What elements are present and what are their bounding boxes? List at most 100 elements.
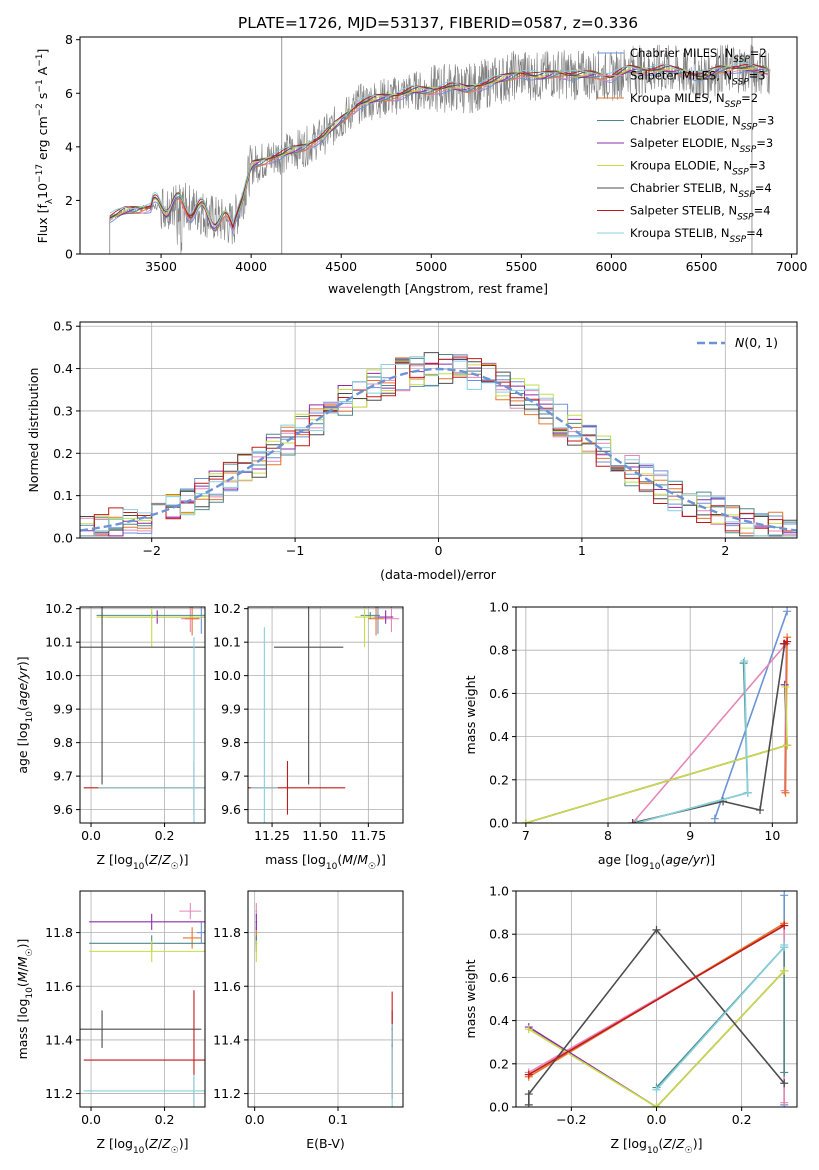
legend-entry-part: Salpeter ELODIE, N: [630, 136, 740, 150]
age_vs_mass-xlabel-part: M: [342, 852, 353, 867]
spectrum-ytick-label: 4: [65, 139, 73, 154]
mass_vs_ebv-axes: [248, 891, 403, 1107]
legend-entry-part: Salpeter MILES, N: [630, 69, 732, 83]
legend-entry: Chabrier STELIB, NSSP=4: [630, 181, 772, 200]
mass_vs_z-plot-area: [80, 903, 205, 1107]
spectrum-xtick-label: 5500: [505, 259, 537, 274]
legend-entry-part: Chabrier ELODIE, N: [630, 114, 741, 128]
residuals-xlabel: (data-model)/error: [380, 567, 497, 582]
mass_vs_z-ylabel-part: M: [15, 971, 30, 982]
residuals-plot-area: [80, 352, 797, 537]
residuals-ytick-label: 0.5: [53, 319, 73, 334]
residuals-ylabel-part: Normed distribution: [26, 368, 41, 493]
residuals-ytick-label: 0.3: [53, 403, 73, 418]
mass_vs_z-xlabel-part: Z: [148, 1136, 158, 1151]
weight-marker: [652, 1085, 661, 1094]
residual-histogram: [80, 358, 797, 537]
spectrum-model-line: [109, 62, 770, 227]
weight-marker: [652, 925, 661, 934]
residuals-axes: [80, 322, 797, 539]
spectrum-xtick-label: 4500: [325, 259, 357, 274]
mass_vs_z-xlabel-part: (: [144, 1136, 149, 1151]
residuals-ytick-label: 0.4: [53, 361, 73, 376]
legend-entry: Salpeter ELODIE, NSSP=3: [630, 136, 773, 155]
age_vs_z-xlabel: Z [log10(Z/Z☉)]: [96, 852, 188, 872]
errorbar-point: [96, 607, 205, 648]
legend-entry: Kroupa STELIB, NSSP=4: [630, 226, 763, 245]
legend-entry-part: SSP: [740, 145, 757, 155]
residuals-ylabel: Normed distribution: [26, 368, 41, 493]
weight-marker: [783, 607, 792, 616]
errorbar-point: [391, 1023, 393, 1107]
errorbar-point: [250, 627, 278, 823]
errorbar-point: [80, 607, 205, 785]
weight_vs_z-xtick-label: 0.0: [647, 1112, 667, 1127]
spectrum-ytick-label: 2: [65, 193, 73, 208]
weight-line: [528, 928, 785, 1105]
weight_vs_age-xlabel-part: )]: [705, 852, 715, 867]
age_vs_mass-ytick-label: 10.1: [213, 635, 241, 650]
weight_vs_z-xlabel: Z [log10(Z/Z☉)]: [610, 1136, 702, 1156]
legend-entry-part: Chabrier STELIB, N: [630, 181, 738, 195]
legend-entry-part: SSP: [738, 190, 755, 200]
gaussian-reference-line: [80, 367, 797, 532]
spectrum-ytick-label: 0: [65, 247, 73, 262]
mass_vs_z-frame: 0.0 0.211.211.411.611.8Z [log10(Z/Z☉)]mas…: [15, 890, 206, 1156]
weight-marker: [781, 682, 790, 691]
age_vs_mass-xtick-label: 11.75: [350, 828, 386, 843]
age_vs_z-plot-area: [80, 607, 205, 823]
mass_vs_z-xlabel: Z [log10(Z/Z☉)]: [96, 1136, 188, 1156]
spectrum-ytick-label: 6: [65, 86, 73, 101]
weight-marker: [780, 891, 789, 900]
weight-marker: [780, 921, 789, 930]
weight_vs_age-xtick-label: 9: [686, 828, 694, 843]
errorbar-point: [89, 940, 205, 963]
residuals-xtick-label: 2: [721, 543, 729, 558]
mass_vs_z-ytick-label: 11.4: [45, 1032, 73, 1047]
weight_vs_age-xlabel-part: 10: [649, 862, 661, 872]
errorbar-point: [89, 913, 205, 930]
legend-entry-part: =3: [749, 69, 766, 83]
weight-marker: [780, 1079, 789, 1088]
spectrum-ylabel: Flux [fλ10−17 erg cm−2 s−1 A−1]: [35, 49, 55, 244]
spectrum-ylabel-part: −1: [35, 54, 45, 67]
weight-marker: [783, 741, 792, 750]
weight_vs_age-plot-area: [521, 607, 792, 823]
weight_vs_z-plot-area: [524, 891, 789, 1107]
legend-entry-part: =2: [750, 46, 767, 60]
spectrum-ylabel-part: s: [35, 93, 50, 104]
legend-entry: Salpeter MILES, NSSP=3: [630, 69, 766, 88]
age_vs_mass-ytick-label: 9.6: [221, 802, 241, 817]
weight-marker: [780, 966, 789, 975]
mass_vs_z-ylabel-part: (: [15, 982, 30, 987]
legend-entry-part: Chabrier MILES, N: [630, 46, 733, 60]
mass_vs_z-ytick-label: 11.2: [45, 1086, 73, 1101]
weight_vs_age-xtick-label: 7: [522, 828, 530, 843]
weight_vs_age-ylabel-part: mass weight: [463, 675, 478, 754]
age_vs_z-ylabel-part: (: [15, 706, 30, 711]
age_vs_mass-xlabel-part: /: [353, 852, 358, 867]
weight-marker: [524, 1100, 533, 1107]
weight_vs_age-ytick-label: 1.0: [489, 600, 509, 615]
errorbar-point: [273, 607, 344, 785]
age_vs_z-ytick-label: 10.2: [45, 601, 73, 616]
mass_vs_z-ylabel-part: /: [15, 966, 30, 971]
weight-line: [714, 611, 788, 819]
errorbar-point: [182, 927, 202, 949]
legend-entry-part: SSP: [741, 123, 758, 133]
weight_vs_z-xtick-label: −0.2: [556, 1112, 586, 1127]
age_vs_mass-xtick-label: 11.50: [302, 828, 338, 843]
weight-marker: [710, 814, 719, 823]
age_vs_mass-ytick-label: 10.2: [213, 601, 241, 616]
spectrum-ylabel-part: A: [35, 66, 50, 79]
age_vs_z-axes: [80, 607, 205, 823]
age_vs_mass-xlabel-part: )]: [376, 852, 386, 867]
mass_vs_ebv-ytick-label: 11.4: [213, 1032, 241, 1047]
legend-entry-part: =3: [757, 114, 774, 128]
mass_vs_z-xlabel-part: ☉: [171, 1146, 179, 1156]
age_vs_z-ylabel: age [log10(age/yr)]: [15, 656, 35, 773]
errorbar-point: [383, 607, 400, 633]
legend-entry: Kroupa MILES, NSSP=2: [630, 91, 758, 110]
weight_vs_age-spines: [515, 606, 798, 824]
